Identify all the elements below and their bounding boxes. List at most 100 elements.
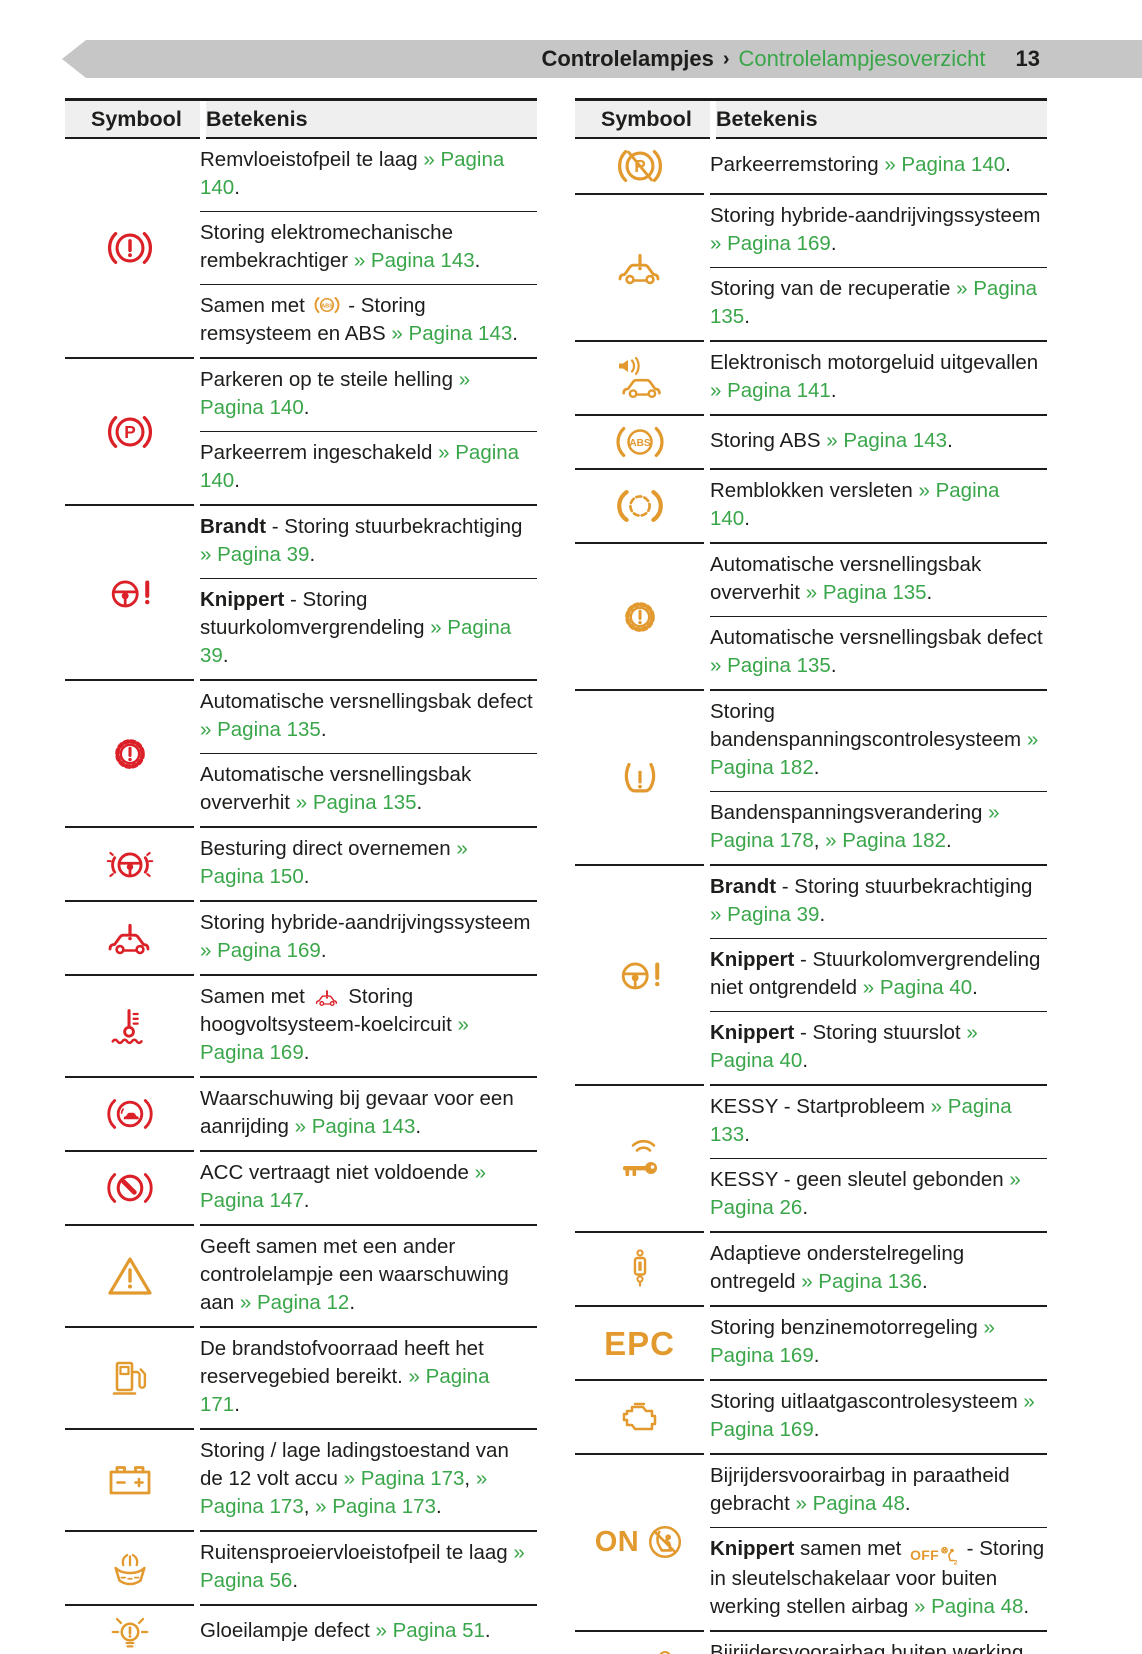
- page-link[interactable]: » Pagina 48: [913, 1594, 1024, 1618]
- parking-brake-icon: P: [65, 357, 194, 504]
- meaning-text: Storing hybride-aandrijvingssysteem: [710, 204, 1041, 227]
- meaning-rows: ACC vertraagt niet voldoende » Pagina 14…: [200, 1150, 537, 1224]
- meaning-rows: Parkeerremstoring » Pagina 140.: [710, 139, 1047, 193]
- table-row: KESSY - geen sleutel gebonden » Pagina 2…: [710, 1158, 1047, 1231]
- meaning-text: .: [744, 305, 750, 328]
- battery-icon: [65, 1428, 194, 1530]
- symbol-group: Besturing direct overnemen » Pagina 150.: [65, 826, 537, 900]
- page-link[interactable]: » Pagina 140: [710, 479, 1000, 530]
- symbol-group: Remvloeistofpeil te laag » Pagina 140. St…: [65, 139, 537, 357]
- table-row: Elektronisch motorgeluid uitgevallen » P…: [710, 342, 1047, 414]
- page-link[interactable]: » Pagina 178: [710, 801, 1000, 852]
- table-row: Knippert - Stuurkolomvergrendeling niet …: [710, 938, 1047, 1011]
- meaning-text: - Stuurkolomvergrendeling niet ontgrende…: [710, 948, 1041, 999]
- meaning-text: .: [320, 939, 327, 962]
- meaning-rows: Ruitensproeiervloeistofpeil te laag » Pa…: [200, 1530, 537, 1604]
- steering-warning-icon: [65, 504, 194, 679]
- page-link[interactable]: » Pagina 39: [200, 543, 310, 566]
- table-row: Storing / lage ladingstoestand van de 12…: [200, 1430, 537, 1530]
- page-link[interactable]: » Pagina 143: [353, 249, 475, 272]
- meaning-text: .: [926, 581, 933, 604]
- page-link[interactable]: » Pagina 26: [710, 1168, 1021, 1219]
- header-band: Controlelampjes › Controlelampjesoverzic…: [62, 40, 1142, 78]
- meaning-text: .: [1023, 1594, 1030, 1618]
- page-link[interactable]: » Pagina 140: [200, 148, 505, 199]
- hybrid-drive-warning-icon: [575, 193, 704, 340]
- page-link[interactable]: » Pagina 173: [315, 1495, 436, 1518]
- page-link[interactable]: » Pagina 140: [884, 153, 1006, 176]
- meaning-text: Adaptieve onderstelregeling ontregeld: [710, 1242, 965, 1293]
- hands-on-steering-wheel-icon: [65, 826, 194, 900]
- meaning-rows: Storing uitlaatgascontrolesysteem » Pagi…: [710, 1379, 1047, 1453]
- page-link[interactable]: » Pagina 40: [710, 1021, 978, 1072]
- page-link[interactable]: » Pagina 169: [710, 1390, 1035, 1441]
- page-link[interactable]: » Pagina 150: [200, 837, 468, 888]
- page-link[interactable]: » Pagina 56: [200, 1541, 525, 1592]
- meaning-text: Storing ABS: [710, 429, 827, 452]
- page-link[interactable]: » Pagina 182: [710, 728, 1039, 779]
- page-link[interactable]: » Pagina 143: [294, 1115, 416, 1138]
- page-link[interactable]: » Pagina 171: [200, 1365, 490, 1416]
- table-row: Automatische versnellingsbak oververhit …: [200, 753, 537, 826]
- meaning-text: .: [474, 249, 481, 272]
- warning-lights-overview: Symbool Betekenis Remvloeistofpeil te la…: [65, 98, 1047, 1654]
- page-link[interactable]: » Pagina 135: [710, 654, 831, 677]
- meaning-text: .: [922, 1270, 928, 1293]
- meaning-rows: Remvloeistofpeil te laag » Pagina 140. St…: [200, 139, 537, 357]
- symbol-group: Ruitensproeiervloeistofpeil te laag » Pa…: [65, 1530, 537, 1604]
- meaning-text: .: [309, 543, 316, 566]
- meaning-text: Bijrijdersvoorairbag in paraatheid gebra…: [710, 1464, 1010, 1515]
- meaning-text: - Storing stuurbekrachtiging: [776, 875, 1033, 898]
- abs-inline-icon: ABS: [314, 293, 340, 317]
- page-link[interactable]: » Pagina 173: [200, 1467, 488, 1518]
- page-link[interactable]: » Pagina 39: [200, 616, 512, 667]
- page-link[interactable]: » Pagina 12: [239, 1291, 350, 1314]
- meaning-text: .: [802, 1196, 809, 1219]
- column-header-symbol: Symbool: [65, 101, 200, 139]
- page-link[interactable]: » Pagina 135: [805, 581, 927, 604]
- meaning-rows: KESSY - Startprobleem » Pagina 133. KESSY…: [710, 1084, 1047, 1231]
- svg-text:ABS: ABS: [321, 303, 333, 309]
- page-link[interactable]: » Pagina 39: [710, 903, 820, 926]
- page-link[interactable]: » Pagina 48: [795, 1492, 905, 1515]
- page-link[interactable]: » Pagina 169: [710, 232, 831, 255]
- page-link[interactable]: » Pagina 169: [710, 1316, 995, 1367]
- off-text: OFF: [910, 1547, 939, 1563]
- page-link[interactable]: » Pagina 135: [295, 791, 417, 814]
- page-link[interactable]: » Pagina 140: [200, 368, 471, 419]
- page-link[interactable]: » Pagina 40: [862, 976, 973, 999]
- table-row: Parkeren op te steile helling » Pagina 1…: [200, 359, 537, 431]
- table-header-row: Symbool Betekenis: [65, 98, 537, 139]
- page-link[interactable]: » Pagina 141: [710, 379, 831, 402]
- gearbox-warning-icon: [575, 542, 704, 689]
- meaning-text: Storing uitlaatgascontrolesysteem: [710, 1390, 1024, 1413]
- page-link[interactable]: » Pagina 140: [200, 441, 520, 492]
- page-link[interactable]: » Pagina 135: [710, 277, 1038, 328]
- meaning-text: Storing benzinemotorregeling: [710, 1316, 984, 1339]
- meaning-text: .: [1005, 153, 1011, 176]
- meaning-text: samen met: [794, 1537, 908, 1560]
- page-link[interactable]: » Pagina 147: [200, 1161, 487, 1212]
- table-row: Waarschuwing bij gevaar voor een aanrijd…: [200, 1078, 537, 1150]
- table-row: Adaptieve onderstelregeling ontregeld » …: [710, 1233, 1047, 1305]
- page-link[interactable]: » Pagina 182: [825, 829, 946, 852]
- page-link[interactable]: » Pagina 135: [200, 718, 321, 741]
- engine-sound-icon: [575, 340, 704, 414]
- page-link[interactable]: » Pagina 143: [391, 322, 513, 345]
- page-link[interactable]: » Pagina 133: [710, 1095, 1012, 1146]
- column-header-symbol: Symbool: [575, 101, 710, 139]
- page-link[interactable]: » Pagina 143: [826, 429, 948, 452]
- steering-warning-icon: [575, 864, 704, 1084]
- page-link[interactable]: » Pagina 136: [801, 1270, 923, 1293]
- meaning-rows: Bijrijdersvoorairbag buiten werking gest…: [710, 1629, 1047, 1654]
- meaning-text: ,: [303, 1495, 316, 1518]
- page-link[interactable]: » Pagina 169: [200, 939, 321, 962]
- page-link[interactable]: » Pagina 169: [200, 1013, 469, 1064]
- meaning-rows: Storing benzinemotorregeling » Pagina 16…: [710, 1305, 1047, 1379]
- table-row: Storing hybride-aandrijvingssysteem » Pa…: [710, 195, 1047, 267]
- bulb-failure-icon: [65, 1604, 194, 1654]
- meaning-text: Samen met: [200, 985, 311, 1008]
- page-link[interactable]: » Pagina 173: [343, 1467, 465, 1490]
- page-link[interactable]: » Pagina 51: [375, 1619, 485, 1642]
